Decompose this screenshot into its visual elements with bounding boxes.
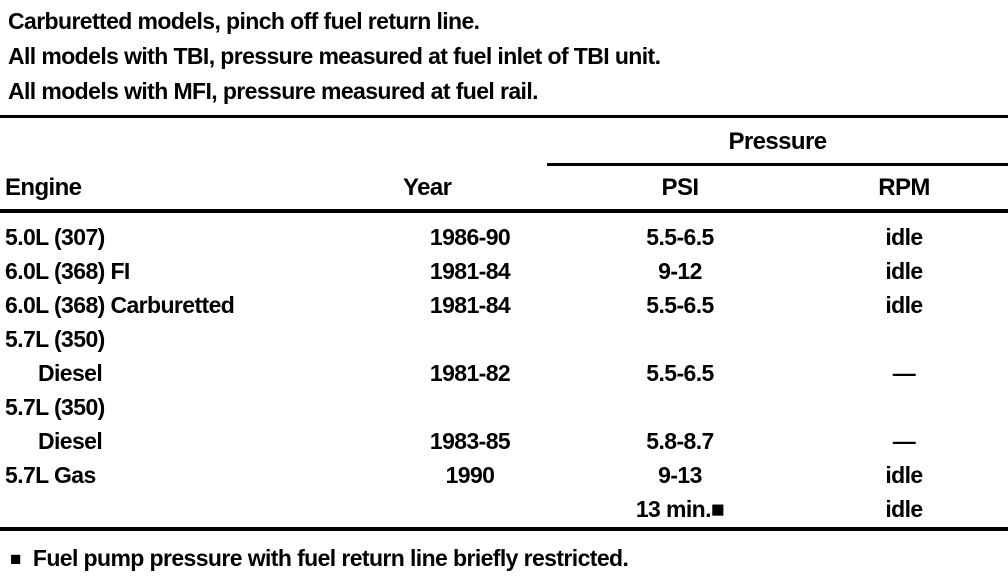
table-top-rule <box>0 115 1008 118</box>
cell-year <box>380 492 560 526</box>
pressure-span-header: Pressure <box>728 128 828 155</box>
cell-rpm <box>800 390 1008 424</box>
table-row: 5.7L (350) <box>0 390 1008 424</box>
footnote: ■ Fuel pump pressure with fuel return lin… <box>10 543 629 575</box>
intro-notes: Carburetted models, pinch off fuel retur… <box>8 4 998 109</box>
column-header-year: Year <box>403 174 452 201</box>
cell-engine: 5.7L (350) <box>5 326 105 352</box>
cell-year: 1986-90 <box>429 224 511 250</box>
cell-engine: Diesel <box>38 428 103 454</box>
cell-rpm: — <box>892 428 916 454</box>
column-header-engine: Engine <box>5 174 82 201</box>
cell-engine: 5.0L (307) <box>5 224 105 250</box>
column-header-psi: PSI <box>661 174 699 201</box>
cell-psi: 5.5-6.5 <box>646 292 714 318</box>
cell-year: 1981-84 <box>429 258 511 284</box>
cell-rpm <box>800 322 1008 356</box>
cell-engine <box>0 492 380 526</box>
cell-engine: Diesel <box>38 360 103 386</box>
footnote-text: Fuel pump pressure with fuel return line… <box>32 545 629 571</box>
table-row: 5.0L (307) 1986-90 5.5-6.5 idle <box>0 220 1008 254</box>
intro-note-line: All models with MFI, pressure measured a… <box>8 78 539 104</box>
cell-engine: 6.0L (368) FI <box>5 258 130 284</box>
cell-psi <box>560 322 800 356</box>
cell-year: 1981-82 <box>429 360 511 386</box>
table-row: 6.0L (368) Carburetted 1981-84 5.5-6.5 idle <box>0 288 1008 322</box>
table-row: 5.7L Gas 1990 9-13 idle <box>0 458 1008 492</box>
cell-rpm: idle <box>885 292 923 318</box>
cell-psi: 5.5-6.5 <box>646 360 714 386</box>
cell-rpm: idle <box>885 462 923 488</box>
table-row: 13 min.■ idle <box>0 492 1008 526</box>
cell-psi: 5.8-8.7 <box>646 428 714 454</box>
cell-rpm: — <box>892 360 916 386</box>
cell-psi: 13 min.■ <box>635 496 725 522</box>
cell-year <box>380 390 560 424</box>
cell-engine: 6.0L (368) Carburetted <box>5 292 235 318</box>
cell-year: 1983-85 <box>429 428 511 454</box>
table-bottom-rule <box>0 527 1008 531</box>
table-row: 6.0L (368) FI 1981-84 9-12 idle <box>0 254 1008 288</box>
cell-rpm: idle <box>885 496 923 522</box>
header-bottom-rule <box>0 209 1008 213</box>
table-row: Diesel 1981-82 5.5-6.5 — <box>0 356 1008 390</box>
table-row: 5.7L (350) <box>0 322 1008 356</box>
table-column-headers: Engine Year PSI RPM <box>0 174 1008 202</box>
cell-psi: 9-13 <box>658 462 702 488</box>
cell-year <box>380 322 560 356</box>
cell-engine: 5.7L Gas <box>5 462 96 488</box>
column-header-rpm: RPM <box>878 174 930 201</box>
cell-rpm: idle <box>885 258 923 284</box>
cell-year: 1981-84 <box>429 292 511 318</box>
cell-psi: 9-12 <box>658 258 702 284</box>
cell-psi: 5.5-6.5 <box>646 224 714 250</box>
table-row: Diesel 1983-85 5.8-8.7 — <box>0 424 1008 458</box>
cell-year: 1990 <box>445 462 495 488</box>
pressure-underline-rule <box>547 163 1008 166</box>
footnote-square-icon: ■ <box>10 549 21 570</box>
cell-rpm: idle <box>885 224 923 250</box>
intro-note-line: All models with TBI, pressure measured a… <box>8 43 661 69</box>
cell-psi <box>560 390 800 424</box>
cell-engine: 5.7L (350) <box>5 394 105 420</box>
intro-note-line: Carburetted models, pinch off fuel retur… <box>8 8 480 34</box>
table-body: 5.0L (307) 1986-90 5.5-6.5 idle 6.0L (368) F… <box>0 220 1008 526</box>
